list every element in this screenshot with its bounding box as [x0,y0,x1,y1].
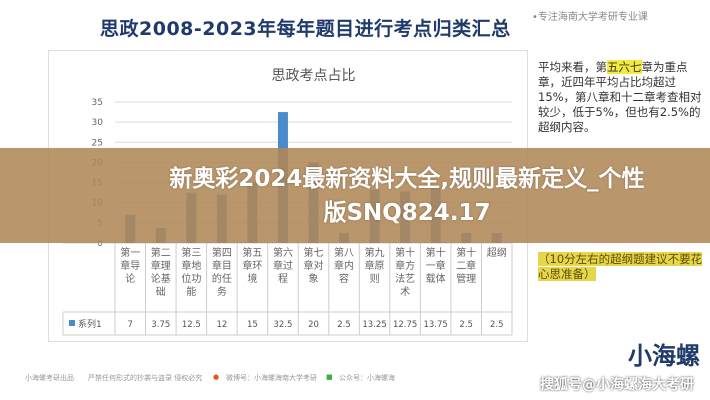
footer-weibo: 微博号：小海螺海南大学考研 [226,374,317,382]
category-label: 第七 [304,246,324,259]
category-label: 章地 [181,259,201,272]
category-label: 的任 [212,272,232,285]
category-label: 则 [370,272,380,285]
category-label: 第十 [395,246,415,259]
category-label: 第十 [426,246,446,259]
category-label: 管理 [456,272,476,285]
category-label: 二章 [456,259,476,272]
note-text: 平均来看，第 [538,60,607,74]
data-value: 13.25 [362,320,386,330]
wechat-icon: ■ [326,373,333,381]
category-label: 容 [339,272,349,285]
footer-wechat: 公众号：小海螺海 [339,374,395,382]
y-tick-label: 0 [97,239,103,249]
note-highlight: 五六七 [607,60,642,74]
footer-credit: 小海螺考研出品 [25,374,74,382]
category-label: 第三 [181,246,201,259]
category-label: 章过 [273,259,293,272]
category-label: 第五 [242,246,262,259]
logo: 小海螺 [628,342,700,370]
footer-copyright: 严禁任何形式的抄袭与盗录 侵权必究 [88,374,203,382]
data-value: 12.5 [182,320,201,330]
y-tick-label: 25 [92,138,103,148]
category-label: 础 [156,286,166,298]
category-label: 象 [309,273,319,285]
data-value: 7 [128,320,133,330]
data-value: 12.75 [393,320,417,330]
category-label: 第六 [273,246,293,259]
category-label: 第十 [456,246,476,259]
weibo-icon: ● [213,373,220,381]
data-value: 20 [308,320,319,330]
category-label: 章理 [151,259,171,272]
data-value: 32.5 [273,320,292,330]
watermark: •专注海南大学考研专业课 [532,12,648,23]
category-label: 第四 [212,246,232,259]
side-note: 平均来看，第五六七章为重点章，近四年平均占比均超过15%，第八章和十二章考查相对… [538,60,703,135]
legend-label: 系列1 [78,318,102,330]
category-label: 能 [186,285,196,298]
category-label: 章导 [120,259,140,272]
y-tick-label: 35 [92,98,103,108]
category-label: 载体 [426,273,446,285]
banner-text: 新奥彩2024最新资料大全,规则最新定义_个性 版SNQ824.17 [112,162,702,230]
category-label: 务 [217,285,227,298]
page-title: 思政2008-2023年每年题目进行考点归类汇总 [100,18,511,40]
category-label: 境 [247,272,257,285]
data-value: 2.5 [490,320,504,330]
category-label: 术 [400,286,410,298]
banner-line-1: 新奥彩2024最新资料大全,规则最新定义_个性 [169,166,645,192]
data-value: 3.75 [151,320,170,330]
category-label: 论 [125,272,135,285]
category-label: 第八 [334,246,354,259]
category-label: 法艺 [395,272,415,285]
y-tick-label: 30 [92,118,104,128]
note-highlight-2: （10分左右的超纲题建议不要花心思准备） [538,252,703,281]
category-label: 第九 [365,246,385,259]
banner-line-2: 版SNQ824.17 [323,200,491,226]
data-value: 2.5 [459,320,473,330]
category-label: 论基 [151,272,171,285]
note-text-2: 章为重点章，近四年平均占比均超过15%，第八章和十二章考查相对较少，低于5%，但… [538,60,702,134]
data-value: 2.5 [337,320,351,330]
chart-title: 思政考点占比 [272,68,356,84]
category-label: 章原 [365,259,385,272]
overlay-banner [0,148,710,243]
category-label: 程 [278,273,288,285]
legend-swatch [69,320,75,326]
category-label: 第二 [151,246,171,259]
category-label: 位功 [181,272,201,285]
category-label: 第一 [120,246,140,259]
category-label: 章对 [304,259,324,272]
category-label: 超纲 [487,246,507,259]
sohu-watermark: 搜狐号@小海螺海大考研 [540,377,694,393]
category-label: 章目 [212,259,232,272]
category-label: 章方 [395,259,415,272]
data-value: 13.75 [423,320,447,330]
category-label: 章环 [242,259,262,272]
data-value: 15 [247,320,258,330]
data-value: 12 [216,320,227,330]
category-label: 章内 [334,259,354,272]
side-note-2: （10分左右的超纲题建议不要花心思准备） [538,252,703,282]
category-label: 一章 [426,259,446,272]
